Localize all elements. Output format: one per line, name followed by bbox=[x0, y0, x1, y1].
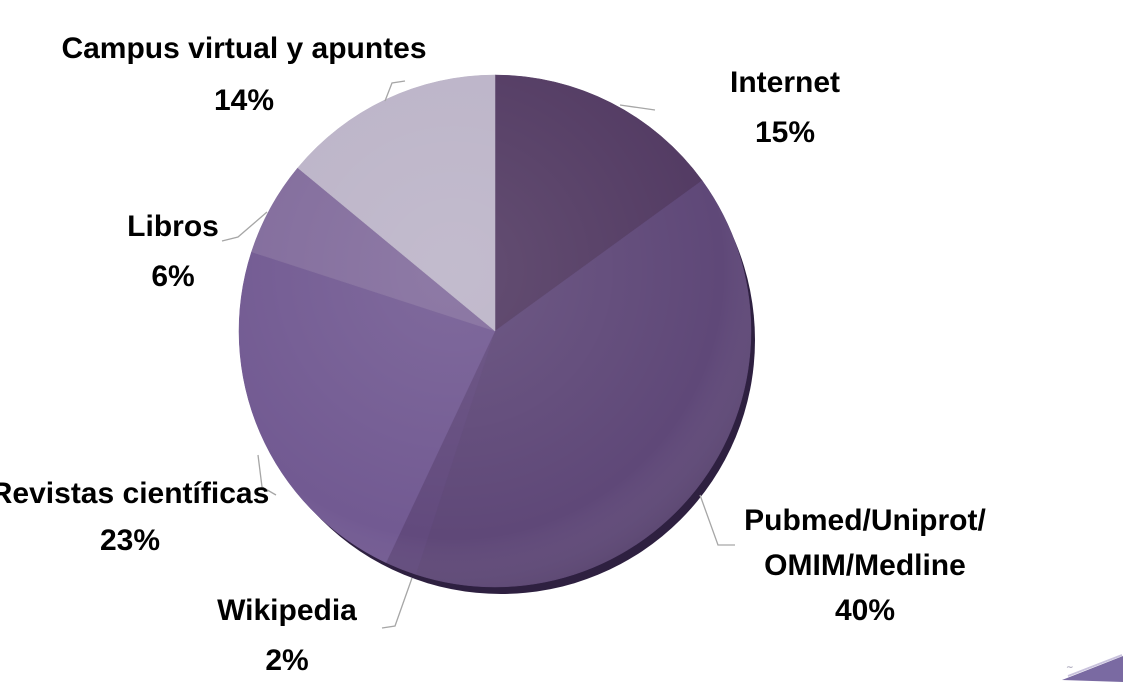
pie-slices bbox=[238, 74, 752, 588]
leader-line-3 bbox=[257, 454, 277, 496]
slice-value-label-4: 6% bbox=[151, 260, 194, 293]
slice-category-label-4: Libros bbox=[127, 210, 219, 243]
slice-category-label-2: Wikipedia bbox=[217, 594, 357, 627]
leader-line-0 bbox=[619, 104, 656, 111]
svg-text:~: ~ bbox=[1066, 663, 1074, 673]
slice-category-label-1: OMIM/Medline bbox=[764, 549, 966, 582]
data-labels: Internet 15% Pubmed/Uniprot/OMIM/Medline 40… bbox=[0, 32, 986, 677]
leader-line-1 bbox=[699, 494, 735, 546]
leader-line-5 bbox=[384, 80, 406, 102]
leader-line-2 bbox=[381, 577, 413, 629]
slice-category-label-3: Revistas científicas bbox=[0, 477, 269, 510]
leader-line-4 bbox=[221, 211, 268, 242]
slice-value-label-2: 2% bbox=[265, 644, 308, 677]
slice-value-label-5: 14% bbox=[214, 84, 274, 117]
leader-lines bbox=[221, 80, 735, 629]
slice-category-label-0: Internet bbox=[730, 66, 840, 99]
corner-logo: ~ bbox=[1062, 654, 1123, 682]
slice-value-label-0: 15% bbox=[755, 116, 815, 149]
slice-value-label-3: 23% bbox=[100, 524, 160, 557]
slice-category-label-1: Pubmed/Uniprot/ bbox=[744, 504, 986, 537]
slice-category-label-5: Campus virtual y apuntes bbox=[61, 32, 426, 65]
slice-value-label-1: 40% bbox=[835, 594, 895, 627]
